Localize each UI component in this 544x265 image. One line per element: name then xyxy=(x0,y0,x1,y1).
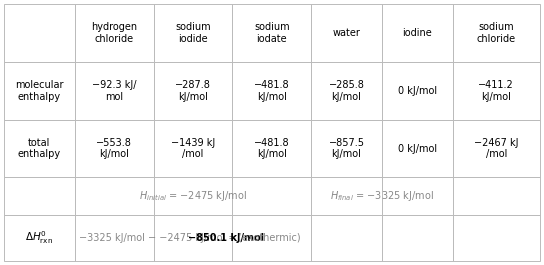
Text: $\Delta H^{0}_{\mathrm{rxn}}$: $\Delta H^{0}_{\mathrm{rxn}}$ xyxy=(26,229,53,246)
Text: −285.8
kJ/mol: −285.8 kJ/mol xyxy=(329,80,364,101)
Text: water: water xyxy=(332,28,361,38)
Text: sodium
iodate: sodium iodate xyxy=(254,22,289,44)
Text: (exothermic): (exothermic) xyxy=(235,233,301,243)
Bar xyxy=(153,215,232,261)
Bar xyxy=(75,120,153,178)
Text: −2467 kJ
/mol: −2467 kJ /mol xyxy=(474,138,518,159)
Bar xyxy=(153,62,232,120)
Bar xyxy=(232,4,311,62)
Bar xyxy=(311,4,382,62)
Text: sodium
iodide: sodium iodide xyxy=(175,22,211,44)
Bar xyxy=(4,4,75,62)
Text: total
enthalpy: total enthalpy xyxy=(18,138,61,159)
Bar xyxy=(232,120,311,178)
Text: −850.1 kJ/mol: −850.1 kJ/mol xyxy=(188,233,264,243)
Text: −481.8
kJ/mol: −481.8 kJ/mol xyxy=(254,138,289,159)
Bar xyxy=(4,178,75,215)
Bar xyxy=(311,215,382,261)
Bar xyxy=(311,120,382,178)
Text: 0 kJ/mol: 0 kJ/mol xyxy=(398,144,437,153)
Bar xyxy=(453,120,540,178)
Bar xyxy=(75,62,153,120)
Text: −553.8
kJ/mol: −553.8 kJ/mol xyxy=(96,138,132,159)
Text: $\mathit{H}_\mathit{final}$ = −3325 kJ/mol: $\mathit{H}_\mathit{final}$ = −3325 kJ/m… xyxy=(330,189,434,203)
Bar xyxy=(4,215,75,261)
Bar xyxy=(453,4,540,62)
Text: −481.8
kJ/mol: −481.8 kJ/mol xyxy=(254,80,289,101)
Bar xyxy=(311,178,382,215)
Bar xyxy=(75,4,153,62)
Bar xyxy=(382,62,453,120)
Bar xyxy=(311,62,382,120)
Text: $\mathit{H}_\mathit{initial}$ = −2475 kJ/mol: $\mathit{H}_\mathit{initial}$ = −2475 kJ… xyxy=(139,189,247,203)
Text: −857.5
kJ/mol: −857.5 kJ/mol xyxy=(329,138,364,159)
Text: −1439 kJ
/mol: −1439 kJ /mol xyxy=(171,138,215,159)
Text: 0 kJ/mol: 0 kJ/mol xyxy=(398,86,437,96)
Text: −287.8
kJ/mol: −287.8 kJ/mol xyxy=(175,80,211,101)
Bar xyxy=(453,215,540,261)
Text: −92.3 kJ/
mol: −92.3 kJ/ mol xyxy=(92,80,137,101)
Bar xyxy=(382,215,453,261)
Bar xyxy=(75,178,153,215)
Text: sodium
chloride: sodium chloride xyxy=(477,22,516,44)
Bar xyxy=(4,120,75,178)
Text: hydrogen
chloride: hydrogen chloride xyxy=(91,22,137,44)
Text: iodine: iodine xyxy=(403,28,432,38)
Bar xyxy=(232,178,311,215)
Bar xyxy=(382,178,453,215)
Bar xyxy=(232,62,311,120)
Bar xyxy=(153,178,232,215)
Bar xyxy=(382,120,453,178)
Text: −411.2
kJ/mol: −411.2 kJ/mol xyxy=(478,80,514,101)
Bar xyxy=(453,178,540,215)
Bar xyxy=(4,62,75,120)
Bar xyxy=(453,62,540,120)
Bar xyxy=(153,4,232,62)
Bar xyxy=(153,120,232,178)
Bar xyxy=(232,215,311,261)
Bar xyxy=(75,215,153,261)
Bar xyxy=(382,4,453,62)
Text: −3325 kJ/mol − −2475 kJ/mol =: −3325 kJ/mol − −2475 kJ/mol = xyxy=(79,233,239,243)
Text: molecular
enthalpy: molecular enthalpy xyxy=(15,80,64,101)
